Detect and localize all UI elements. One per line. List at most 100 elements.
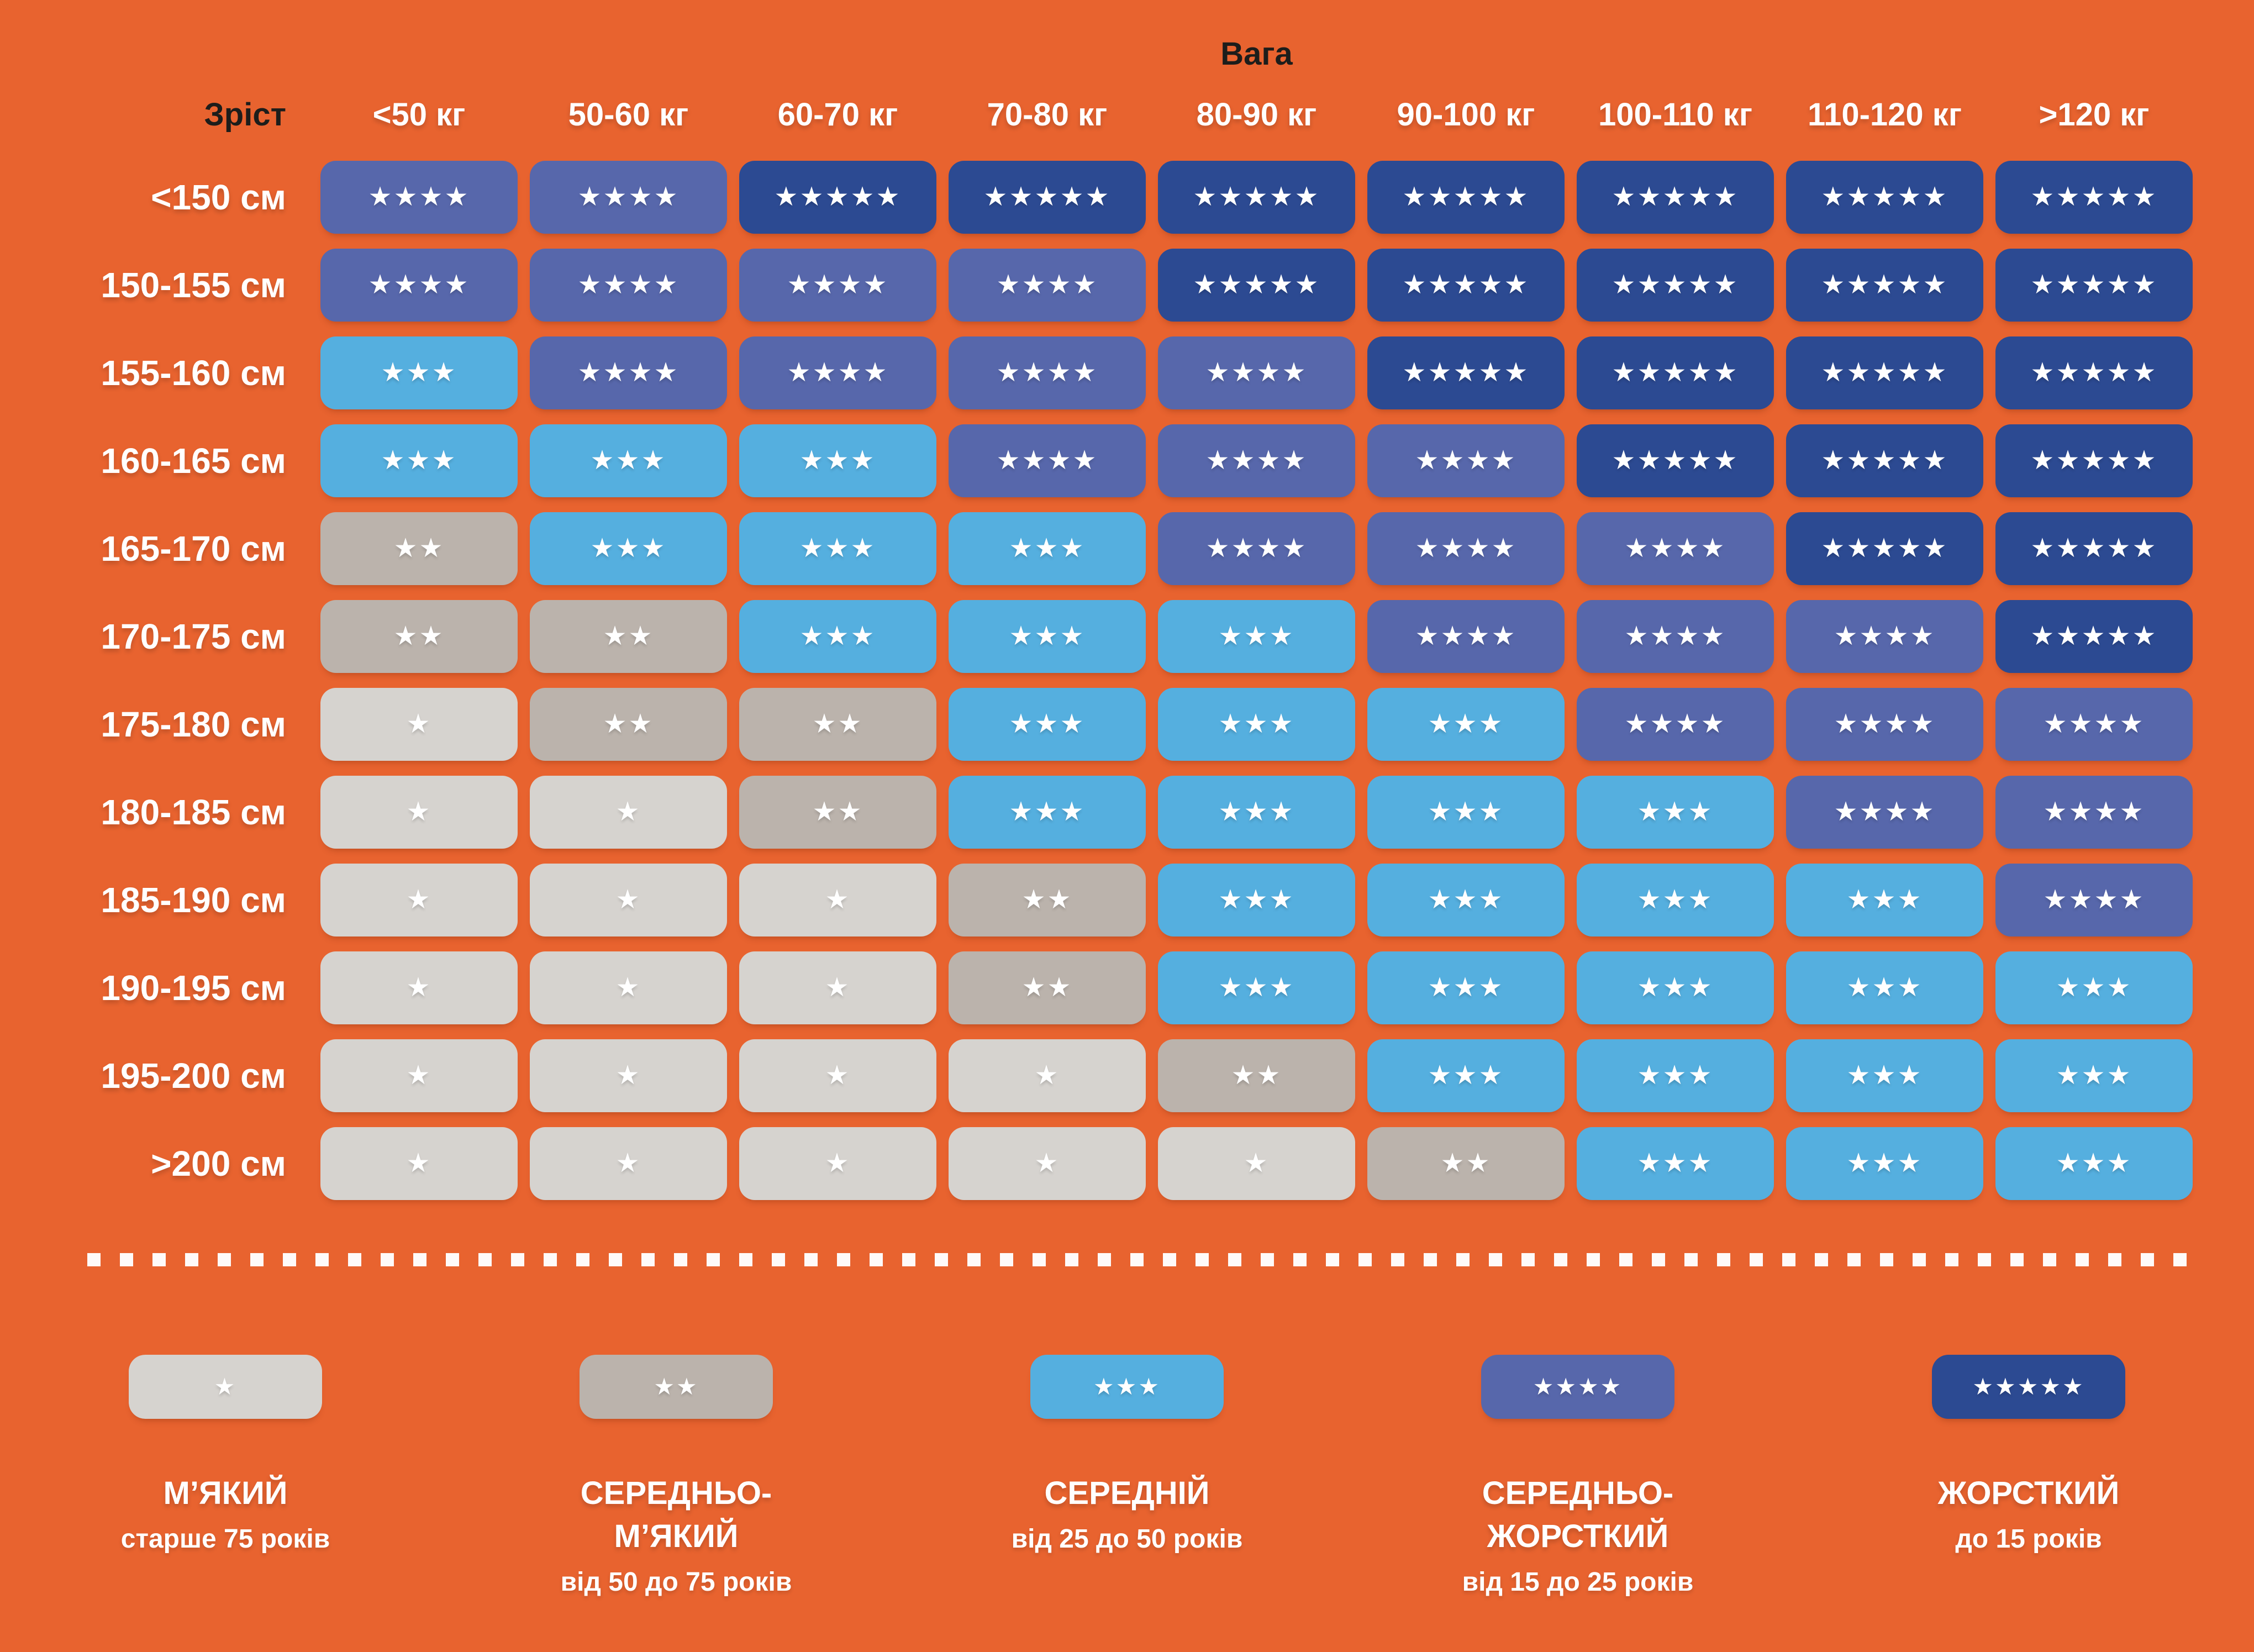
star-rating-1: ★ [825,885,851,914]
legend-swatch-5-star: ★★★★★ [1932,1355,2125,1419]
firmness-cell-r3-c2: ★★★★ [530,336,727,409]
row-label-8: 180-185 см [101,792,286,832]
legend-title-1: М’ЯКИЙ [163,1475,288,1511]
star-rating-5: ★★★★★ [1611,270,1739,299]
firmness-cell-r3-c7: ★★★★★ [1577,336,1774,409]
star-rating-4: ★★★★ [368,182,470,212]
firmness-cell-r10-c6: ★★★ [1367,951,1565,1024]
star-rating-3: ★★★ [1009,797,1086,827]
legend-subtitle-3: від 25 до 50 років [1011,1524,1243,1554]
firmness-cell-r4-c6: ★★★★ [1367,424,1565,497]
firmness-cell-r8-c9: ★★★★ [1995,776,2193,849]
star-rating-2: ★★ [603,709,654,739]
star-rating-5: ★★★★★ [2030,622,2158,651]
star-rating-2: ★★ [812,797,863,827]
star-rating-5: ★★★★★ [1402,358,1530,387]
firmness-cell-r5-c2: ★★★ [530,512,727,585]
firmness-cell-r9-c2: ★ [530,864,727,937]
firmness-cell-r12-c4: ★ [949,1127,1146,1200]
firmness-cell-r6-c5: ★★★ [1158,600,1355,673]
firmness-cell-r1-c6: ★★★★★ [1367,161,1565,234]
star-rating-4: ★★★★ [1205,446,1308,475]
star-rating-4: ★★★★ [1415,446,1517,475]
firmness-cell-r1-c9: ★★★★★ [1995,161,2193,234]
firmness-cell-r3-c4: ★★★★ [949,336,1146,409]
star-rating-3: ★★★ [799,622,876,651]
star-rating-5: ★★★★★ [1611,446,1739,475]
firmness-cell-r10-c2: ★ [530,951,727,1024]
firmness-cell-r11-c5: ★★ [1158,1039,1355,1112]
firmness-cell-r8-c6: ★★★ [1367,776,1565,849]
firmness-cell-r4-c8: ★★★★★ [1786,424,1983,497]
firmness-cell-r2-c5: ★★★★★ [1158,249,1355,322]
star-rating-3: ★★★ [1218,709,1295,739]
star-rating-2: ★★ [393,622,445,651]
star-rating-5: ★★★★★ [1611,358,1739,387]
row-label-1: <150 см [151,177,286,217]
star-rating-5: ★★★★★ [774,182,902,212]
star-rating-4: ★★★★ [996,270,1098,299]
star-rating-1: ★ [214,1374,237,1400]
star-rating-4: ★★★★ [1834,709,1936,739]
star-rating-3: ★★★ [1428,973,1504,1002]
column-header-7: 100-110 кг [1598,97,1752,133]
star-rating-3: ★★★ [1846,885,1923,914]
firmness-cell-r8-c7: ★★★ [1577,776,1774,849]
star-rating-2: ★★ [1021,885,1073,914]
firmness-cell-r12-c8: ★★★ [1786,1127,1983,1200]
star-rating-1: ★ [825,973,851,1002]
column-header-3: 60-70 кг [777,97,898,133]
firmness-cell-r10-c3: ★ [739,951,936,1024]
column-header-5: 80-90 кг [1196,97,1317,133]
star-rating-5: ★★★★★ [2030,182,2158,212]
star-rating-5: ★★★★★ [1821,534,1948,563]
firmness-cell-r11-c9: ★★★ [1995,1039,2193,1112]
star-rating-1: ★ [406,1149,432,1178]
star-rating-3: ★★★ [2056,1149,2132,1178]
firmness-cell-r2-c2: ★★★★ [530,249,727,322]
star-rating-1: ★ [825,1061,851,1090]
star-rating-3: ★★★ [590,534,667,563]
firmness-cell-r10-c9: ★★★ [1995,951,2193,1024]
star-rating-1: ★ [615,797,641,827]
firmness-cell-r9-c1: ★ [320,864,518,937]
star-rating-3: ★★★ [1428,885,1504,914]
firmness-cell-r3-c5: ★★★★ [1158,336,1355,409]
firmness-cell-r7-c5: ★★★ [1158,688,1355,761]
firmness-cell-r4-c1: ★★★ [320,424,518,497]
star-rating-4: ★★★★ [1624,622,1726,651]
star-rating-3: ★★★ [1637,973,1714,1002]
legend-title-5: ЖОРСТКИЙ [1937,1475,2120,1511]
star-rating-5: ★★★★★ [1402,182,1530,212]
firmness-cell-r8-c3: ★★ [739,776,936,849]
star-rating-1: ★ [1034,1149,1060,1178]
star-rating-1: ★ [615,1061,641,1090]
firmness-cell-r12-c9: ★★★ [1995,1127,2193,1200]
star-rating-3: ★★★ [2056,973,2132,1002]
star-rating-2: ★★ [812,709,863,739]
star-rating-3: ★★★ [1428,1061,1504,1090]
firmness-cell-r2-c9: ★★★★★ [1995,249,2193,322]
star-rating-5: ★★★★★ [1821,446,1948,475]
firmness-cell-r9-c4: ★★ [949,864,1146,937]
firmness-cell-r5-c4: ★★★ [949,512,1146,585]
star-rating-1: ★ [615,885,641,914]
firmness-cell-r12-c6: ★★ [1367,1127,1565,1200]
legend-item-3-star: ★★★ СЕРЕДНІЙ від 25 до 50 років [902,1355,1352,1597]
star-rating-5: ★★★★★ [983,182,1111,212]
firmness-cell-r3-c8: ★★★★★ [1786,336,1983,409]
legend-item-4-star: ★★★★ СЕРЕДНЬО- ЖОРСТКИЙ від 15 до 25 років [1352,1355,1803,1597]
firmness-cell-r10-c8: ★★★ [1786,951,1983,1024]
star-rating-1: ★ [1034,1061,1060,1090]
firmness-cell-r8-c2: ★ [530,776,727,849]
star-rating-5: ★★★★★ [1193,270,1320,299]
firmness-cell-r7-c7: ★★★★ [1577,688,1774,761]
firmness-cell-r6-c3: ★★★ [739,600,936,673]
star-rating-4: ★★★★ [1415,622,1517,651]
star-rating-4: ★★★★ [1624,709,1726,739]
star-rating-3: ★★★ [381,446,457,475]
star-rating-5: ★★★★★ [1821,270,1948,299]
star-rating-5: ★★★★★ [1821,182,1948,212]
firmness-cell-r11-c3: ★ [739,1039,936,1112]
firmness-cell-r1-c2: ★★★★ [530,161,727,234]
